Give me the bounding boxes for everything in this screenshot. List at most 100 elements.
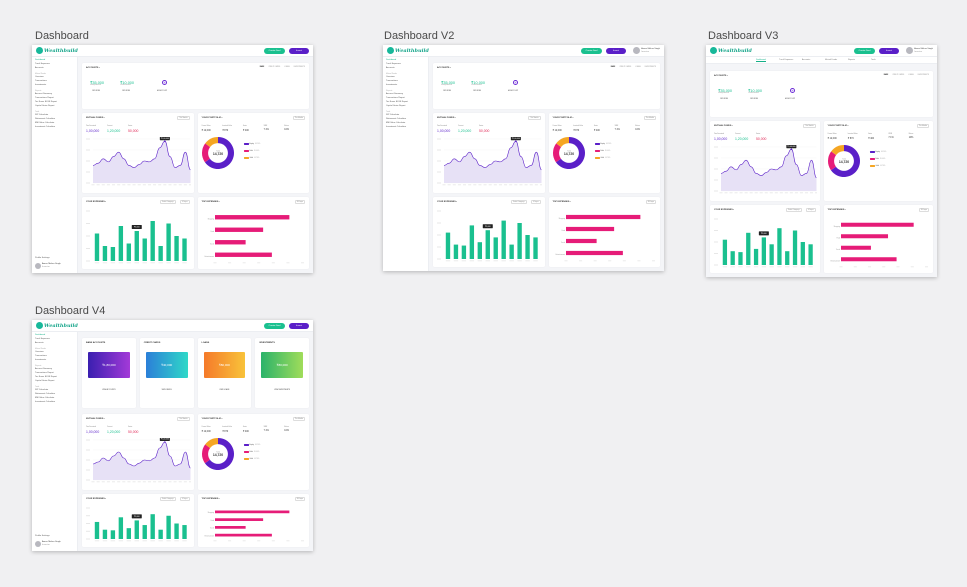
sidebar-item[interactable]: Capital Gains Report	[35, 379, 55, 382]
create-goal-button[interactable]: Create Goal	[264, 323, 285, 329]
invest-button[interactable]: Invest	[606, 48, 626, 54]
chevron-down-icon[interactable]: ▾	[103, 419, 105, 420]
expenses-category-select[interactable]: Select Category ▾	[511, 200, 527, 204]
sidebar-item[interactable]: Account Summary	[35, 368, 52, 371]
sidebar-item[interactable]: Accounts	[35, 341, 44, 344]
sidebar-item[interactable]: Track Expenses	[35, 62, 50, 65]
sidebar-user[interactable]: Aarav Mehra Singh Investor	[35, 263, 61, 269]
sidebar-item[interactable]: Retirement Calculator	[35, 118, 56, 121]
sidebar-item[interactable]: EMI Value Calculator	[35, 121, 55, 124]
view-account-link[interactable]: VIEW CARDS	[161, 390, 172, 391]
chevron-down-icon[interactable]: ▾	[104, 499, 106, 500]
chevron-down-icon[interactable]: ▾	[572, 118, 574, 119]
sidebar-item[interactable]: Capital Gains Report	[386, 104, 406, 107]
account-gradient-card[interactable]: ₹80,000	[261, 352, 303, 378]
sidebar-item[interactable]: Tax Saver ELSS Report	[35, 375, 57, 378]
invest-button[interactable]: Invest	[289, 323, 309, 329]
chevron-down-icon[interactable]: ▾	[844, 210, 846, 211]
chevron-down-icon[interactable]: ▾	[569, 202, 571, 203]
account-tab[interactable]: INVESTMENTS	[917, 75, 929, 76]
sidebar-item[interactable]: Transactions	[386, 79, 398, 82]
chevron-down-icon[interactable]: ▾	[221, 118, 223, 119]
sidebar-item[interactable]: Accounts	[35, 66, 44, 69]
top-expenses-days-select[interactable]: 30 Days ▾	[918, 208, 929, 212]
expenses-category-select[interactable]: Select Category ▾	[786, 208, 802, 212]
portfolio-period-select[interactable]: This Month ▾	[643, 116, 656, 120]
sidebar-item[interactable]: Capital Gains Report	[35, 104, 55, 107]
sidebar-item[interactable]: EMI Value Calculator	[386, 121, 406, 124]
account-tab[interactable]: CREDIT CARDS	[892, 75, 905, 76]
nav-tab[interactable]: Tools	[871, 59, 876, 61]
sidebar-item[interactable]: Dashboard	[35, 334, 46, 336]
view-more-link[interactable]: VIEW MORE	[720, 99, 729, 100]
add-account-label[interactable]: ADD ACCOUNT	[785, 99, 796, 100]
top-expenses-days-select[interactable]: 30 Days ▾	[294, 200, 305, 204]
sidebar-item[interactable]: Dashboard	[35, 59, 46, 61]
nav-tab[interactable]: Track Expenses	[779, 59, 794, 61]
sidebar-item[interactable]: SIP Calculator	[35, 389, 49, 392]
view-account-link[interactable]: VIEW INVESTMENTS	[274, 390, 291, 391]
sidebar-item[interactable]: Investment Calculator	[35, 400, 56, 403]
chevron-down-icon[interactable]: ▾	[455, 202, 457, 203]
logo[interactable]: Wealthbuild	[36, 47, 78, 54]
account-gradient-card[interactable]: ₹80,000	[203, 352, 246, 378]
sidebar-item[interactable]: Overview	[35, 351, 44, 354]
sidebar-item[interactable]: Tax Saver ELSS Report	[386, 100, 408, 103]
portfolio-period-select[interactable]: This Month ▾	[292, 417, 305, 421]
user-menu[interactable]: Aarav Mehra Singh Investor	[906, 47, 933, 54]
sidebar-item[interactable]: SIP Calculator	[35, 114, 49, 117]
account-tab[interactable]: BANK	[883, 75, 889, 76]
view-more-link[interactable]: VIEW MORE	[473, 91, 482, 92]
account-tab[interactable]: LOANS	[908, 75, 914, 76]
mf-period-select[interactable]: This Month ▾	[177, 116, 190, 120]
chevron-down-icon[interactable]: ▾	[726, 76, 728, 77]
dashboard-frame-v2[interactable]: Wealthbuild Invest Create Goal Aarav Mehra …	[383, 45, 664, 271]
logo[interactable]: Wealthbuild	[36, 322, 78, 329]
mf-period-select[interactable]: This Month ▾	[177, 417, 190, 421]
account-tab[interactable]: BANK	[610, 67, 616, 68]
account-tab[interactable]: BANK	[259, 67, 265, 68]
user-menu[interactable]: Aarav Mehra Singh Investor	[633, 47, 660, 54]
logo[interactable]: Wealthbuild	[710, 47, 752, 54]
account-gradient-card[interactable]: ₹40,000	[145, 352, 188, 378]
mf-period-select[interactable]: This Month ▾	[803, 124, 816, 128]
chevron-down-icon[interactable]: ▾	[732, 210, 734, 211]
sidebar-item[interactable]: Transactions Report	[35, 97, 54, 100]
profile-settings-link[interactable]: Profile Settings	[35, 535, 50, 537]
chevron-down-icon[interactable]: ▾	[104, 202, 106, 203]
chevron-down-icon[interactable]: ▾	[103, 118, 105, 119]
chevron-down-icon[interactable]: ▾	[454, 118, 456, 119]
portfolio-period-select[interactable]: This Month ▾	[916, 124, 929, 128]
add-account-icon[interactable]: +	[790, 88, 795, 93]
expenses-days-select[interactable]: 4 Days ▾	[806, 208, 816, 212]
chevron-down-icon[interactable]: ▾	[98, 68, 100, 69]
sidebar-item[interactable]: EMI Value Calculator	[35, 396, 55, 399]
dashboard-frame-v3[interactable]: Wealthbuild Invest Create Goal Aarav Mehra …	[706, 45, 937, 277]
portfolio-period-select[interactable]: This Month ▾	[292, 116, 305, 120]
sidebar-item[interactable]: Overview	[386, 76, 395, 79]
expenses-days-select[interactable]: 4 Days ▾	[180, 497, 190, 501]
nav-tab[interactable]: Mutual Funds	[825, 59, 838, 61]
chevron-down-icon[interactable]: ▾	[221, 419, 223, 420]
mf-period-select[interactable]: This Month ▾	[528, 116, 541, 120]
account-tab[interactable]: LOANS	[284, 67, 290, 68]
account-gradient-card[interactable]: ₹1,80,000	[88, 352, 130, 378]
dashboard-frame-v1[interactable]: Wealthbuild Invest Create Goal Dashboard Tra…	[32, 45, 313, 273]
sidebar-item[interactable]: Investment Calculator	[386, 125, 407, 128]
view-more-link[interactable]: VIEW MORE	[122, 91, 131, 92]
sidebar-item[interactable]: Transactions	[35, 79, 47, 82]
view-account-link[interactable]: VIEW LOANS	[219, 390, 230, 391]
sidebar-user[interactable]: Aarav Mehra Singh Investor	[35, 541, 61, 547]
sidebar-item[interactable]: Transactions Report	[386, 97, 405, 100]
sidebar-item[interactable]: Investment Calculator	[35, 125, 56, 128]
expenses-category-select[interactable]: Select Category ▾	[160, 200, 176, 204]
view-more-link[interactable]: VIEW MORE	[92, 91, 101, 92]
chevron-down-icon[interactable]: ▾	[847, 126, 849, 127]
chevron-down-icon[interactable]: ▾	[731, 126, 733, 127]
add-account-icon[interactable]: +	[162, 80, 167, 85]
account-tab[interactable]: INVESTMENTS	[293, 67, 305, 68]
account-tab[interactable]: CREDIT CARDS	[619, 67, 632, 68]
view-account-link[interactable]: VIEW ACCOUNTS	[102, 390, 116, 391]
logo[interactable]: Wealthbuild	[387, 47, 429, 54]
sidebar-item[interactable]: Accounts	[386, 66, 395, 69]
